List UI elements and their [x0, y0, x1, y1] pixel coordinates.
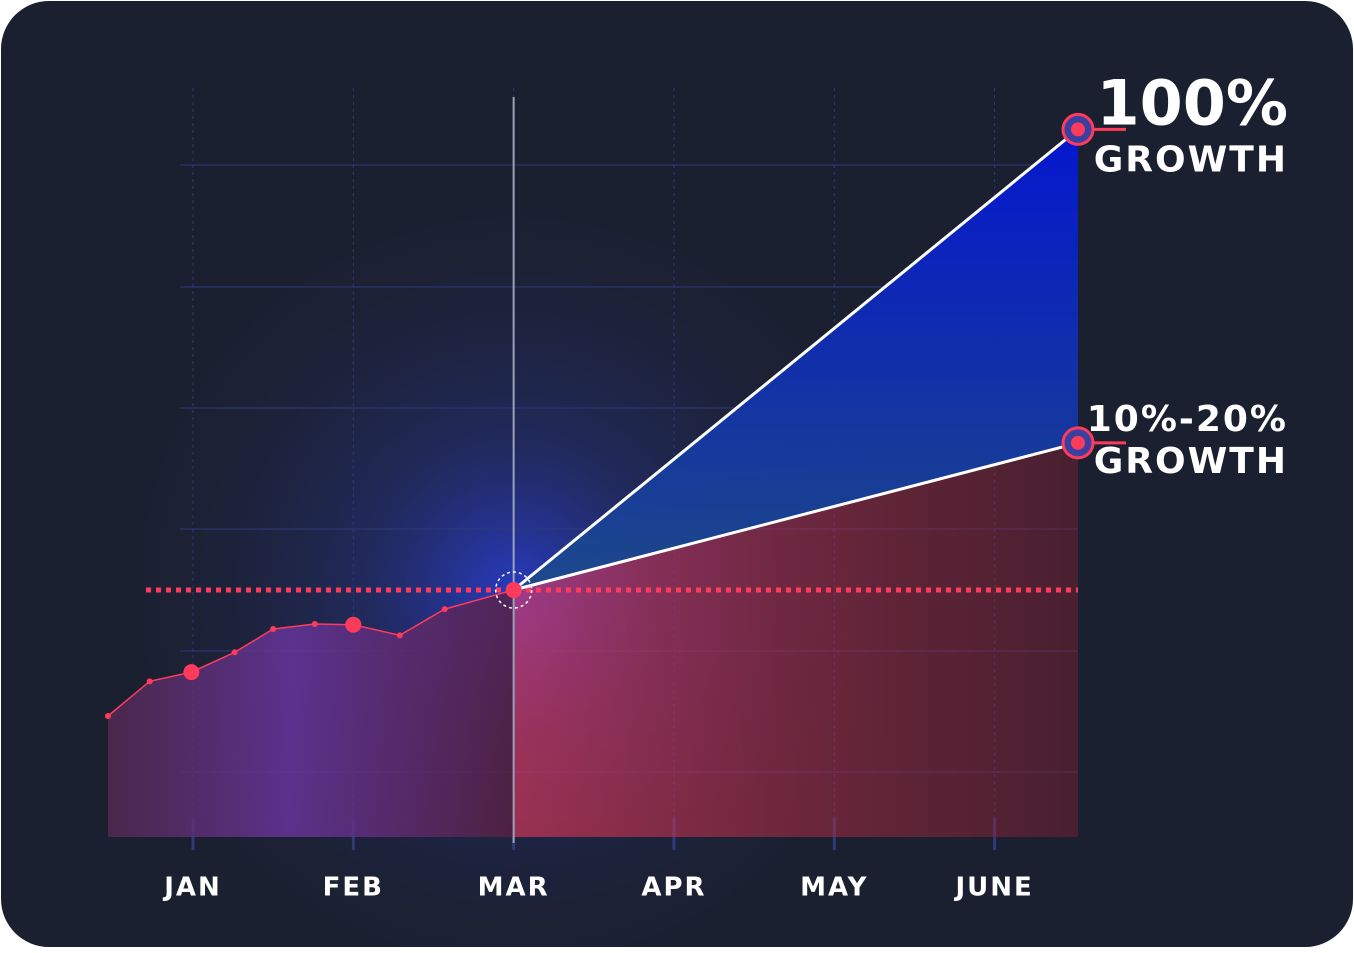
projection-line [513, 441, 1079, 592]
annotation-text: GROWTH [1094, 441, 1288, 482]
marker [345, 616, 362, 633]
marker [146, 678, 153, 685]
marker [396, 632, 403, 639]
history-line [107, 589, 514, 717]
marker [183, 664, 200, 681]
marker [505, 582, 522, 599]
marker [270, 625, 277, 632]
annotation-text: GROWTH [1094, 139, 1288, 180]
marker [105, 712, 111, 719]
x-tick-label: MAY [800, 873, 868, 903]
x-tick-label: MAR [478, 873, 550, 903]
end-marker [1071, 435, 1085, 450]
marker-ring [494, 571, 533, 609]
low-projection-area [513, 442, 1078, 837]
x-tick-label: JUNE [953, 873, 1033, 903]
marker [441, 606, 448, 613]
marker [311, 621, 318, 628]
x-tick-label: APR [641, 873, 706, 903]
marker [231, 649, 238, 656]
x-tick-label: FEB [323, 873, 384, 903]
end-marker [1071, 122, 1085, 137]
history-area [108, 590, 514, 837]
annotation-text: 10%-20% [1087, 399, 1288, 440]
x-tick-label: JAN [162, 873, 222, 903]
annotation-text: 100% [1096, 66, 1288, 139]
projection-line [512, 128, 1079, 592]
